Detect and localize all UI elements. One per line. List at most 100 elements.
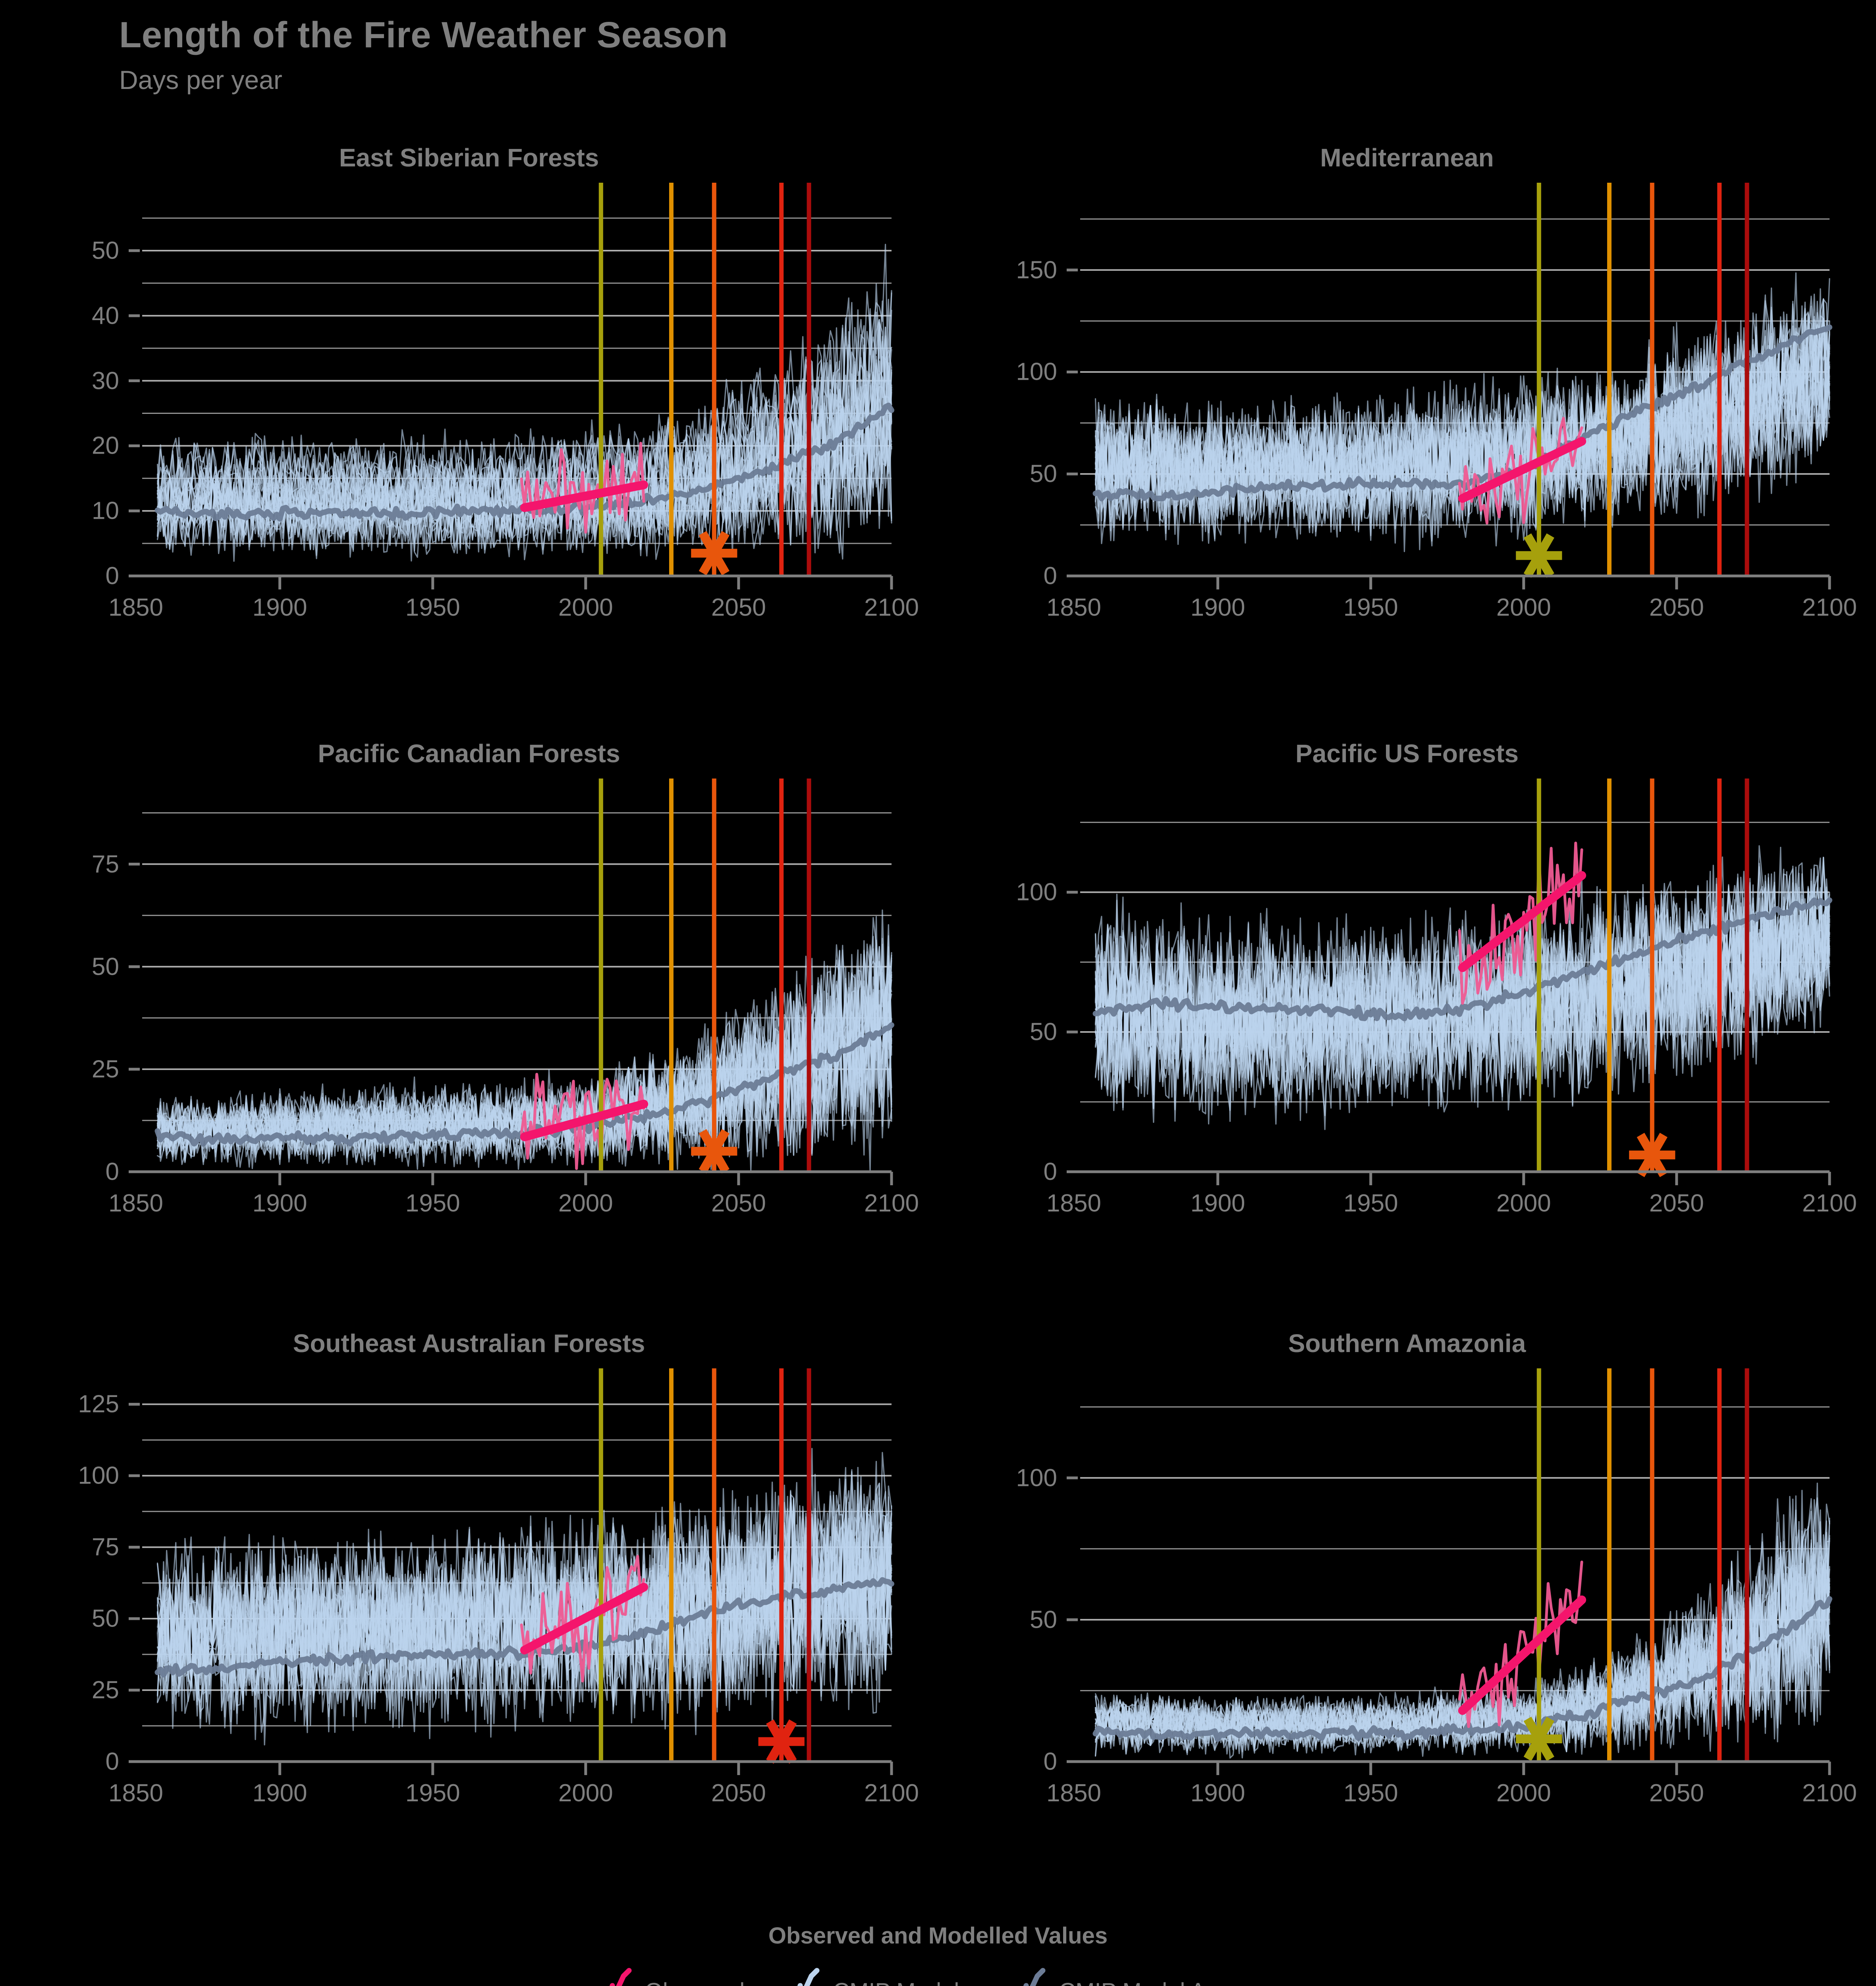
series-legend-item[interactable]: Observed (600, 1967, 745, 1986)
x-axis-label: 2000 (558, 1190, 613, 1217)
observed-trend-line (520, 1582, 648, 1655)
panel-title: Southeast Australian Forests (293, 1329, 645, 1358)
x-axis-label: 1900 (1190, 594, 1245, 621)
cmip-model-line (1094, 856, 1830, 1121)
chart-panel: Southern Amazonia 0 50 100 1850 1900 1950 2000 2… (938, 1329, 1876, 1920)
x-axis-label: 1900 (1190, 1779, 1245, 1807)
x-axis-label: 1850 (108, 1779, 163, 1807)
panel-title: Southern Amazonia (1288, 1329, 1526, 1358)
x-axis-label: 2000 (1496, 1779, 1551, 1807)
series-legend-item[interactable]: CMIP Model Average (1014, 1967, 1276, 1986)
zigzag-line-icon (609, 1968, 632, 1986)
cmip-model-line (156, 1482, 892, 1722)
panel-plot (129, 1368, 894, 1775)
page-subtitle: Days per year (119, 65, 282, 95)
cmip-model-average-line (1092, 324, 1832, 502)
x-axis-label: 2050 (711, 1779, 766, 1807)
y-axis-label: 50 (92, 237, 119, 265)
y-axis-label: 100 (1016, 1464, 1057, 1492)
y-axis-label: 75 (92, 850, 119, 878)
x-axis-label: 2100 (864, 1190, 919, 1217)
x-axis-label: 2100 (1802, 1779, 1857, 1807)
chart-panel: Pacific Canadian Forests 0 25 50 75 1850 1900 1… (0, 739, 938, 1331)
panel-plot (129, 779, 894, 1185)
observed-annual-line (1458, 1561, 1583, 1728)
series-legend-label: CMIP Models (833, 1978, 971, 1986)
observed-trend-line (1458, 437, 1586, 503)
y-axis-label: 50 (1030, 1606, 1057, 1634)
x-axis-label: 1850 (1046, 1190, 1101, 1217)
y-axis-label: 0 (1043, 1748, 1057, 1775)
chart-panel: Pacific US Forests 0 50 100 1850 1900 1950 2000… (938, 739, 1876, 1331)
x-axis-label: 1950 (1343, 1779, 1398, 1807)
y-axis-label: 100 (1016, 878, 1057, 906)
y-axis-label: 40 (92, 302, 119, 330)
x-axis-label: 2050 (711, 594, 766, 621)
series-legend-label: CMIP Model Average (1059, 1978, 1276, 1986)
panel-title: East Siberian Forests (339, 143, 599, 172)
chart-panel: East Siberian Forests 0 10 20 30 40 50 1850 1900… (0, 143, 938, 735)
gwl-asterisk-marker (691, 531, 737, 576)
chart-header: Length of the Fire Weather Season Days p… (119, 16, 728, 95)
x-axis-label: 2050 (711, 1190, 766, 1217)
y-axis-label: 100 (78, 1462, 119, 1490)
panel-title: Pacific US Forests (1295, 739, 1519, 768)
x-axis-label: 1950 (1343, 594, 1398, 621)
y-axis-label: 20 (92, 432, 119, 460)
cmip-model-line (1094, 862, 1830, 1101)
y-axis-label: 25 (92, 1055, 119, 1083)
cmip-model-line (156, 939, 892, 1167)
observed-trend-line (1458, 871, 1586, 972)
panel-plot (129, 183, 894, 589)
y-axis-label: 50 (1030, 460, 1057, 488)
x-axis-label: 2050 (1649, 1190, 1704, 1217)
x-axis-label: 2100 (1802, 594, 1857, 621)
x-axis-label: 2050 (1649, 594, 1704, 621)
gwl-asterisk-marker (691, 1129, 737, 1174)
series-legend-label: Observed (645, 1978, 745, 1986)
chart-panel: Southeast Australian Forests 0 25 50 75 100 12… (0, 1329, 938, 1920)
observed-annual-line (520, 1555, 645, 1683)
y-axis-label: 0 (1043, 562, 1057, 590)
x-axis-label: 1950 (1343, 1190, 1398, 1217)
observed-trend-line (520, 480, 648, 512)
panel-plot (1067, 183, 1832, 589)
cmip-model-average-line (154, 1577, 894, 1678)
x-axis-label: 2100 (1802, 1190, 1857, 1217)
x-axis-label: 1900 (252, 1190, 307, 1217)
y-axis-label: 125 (78, 1390, 119, 1418)
y-axis-label: 0 (105, 1158, 119, 1186)
gwl-asterisk-marker (1516, 1717, 1562, 1761)
cmip-model-line (156, 1491, 892, 1738)
chart-panel: Mediterranean 0 50 100 150 1850 1900 1950 2000 20… (938, 143, 1876, 735)
gwl-asterisk-marker (1516, 533, 1562, 578)
series-legend-row: Observed CMIP Models CMIP Model Average (0, 1967, 1876, 1986)
y-axis-label: 150 (1016, 256, 1057, 284)
gwl-asterisk-marker (1629, 1133, 1675, 1177)
y-axis-label: 25 (92, 1676, 119, 1704)
x-axis-label: 1950 (405, 1779, 460, 1807)
x-axis-label: 2000 (558, 594, 613, 621)
zigzag-line-icon (1023, 1968, 1046, 1986)
x-axis-label: 1950 (405, 594, 460, 621)
series-legend-item[interactable]: CMIP Models (788, 1967, 971, 1986)
y-axis-label: 30 (92, 367, 119, 395)
cmip-model-line (1094, 1532, 1830, 1755)
panel-plot (1067, 779, 1832, 1185)
x-axis-label: 1850 (108, 1190, 163, 1217)
x-axis-label: 1900 (1190, 1190, 1245, 1217)
panel-title: Mediterranean (1320, 143, 1494, 172)
y-axis-label: 10 (92, 497, 119, 525)
x-axis-label: 1850 (108, 594, 163, 621)
x-axis-label: 1950 (405, 1190, 460, 1217)
series-legend-title: Observed and Modelled Values (768, 1923, 1108, 1949)
y-axis-label: 50 (1030, 1018, 1057, 1046)
x-axis-label: 1850 (1046, 1779, 1101, 1807)
cmip-model-line (156, 1482, 892, 1729)
x-axis-label: 2050 (1649, 1779, 1704, 1807)
x-axis-label: 2000 (1496, 594, 1551, 621)
page-title: Length of the Fire Weather Season (119, 15, 728, 55)
cmip-model-line (156, 321, 892, 553)
cmip-model-line (1094, 1556, 1830, 1753)
y-axis-label: 50 (92, 953, 119, 981)
